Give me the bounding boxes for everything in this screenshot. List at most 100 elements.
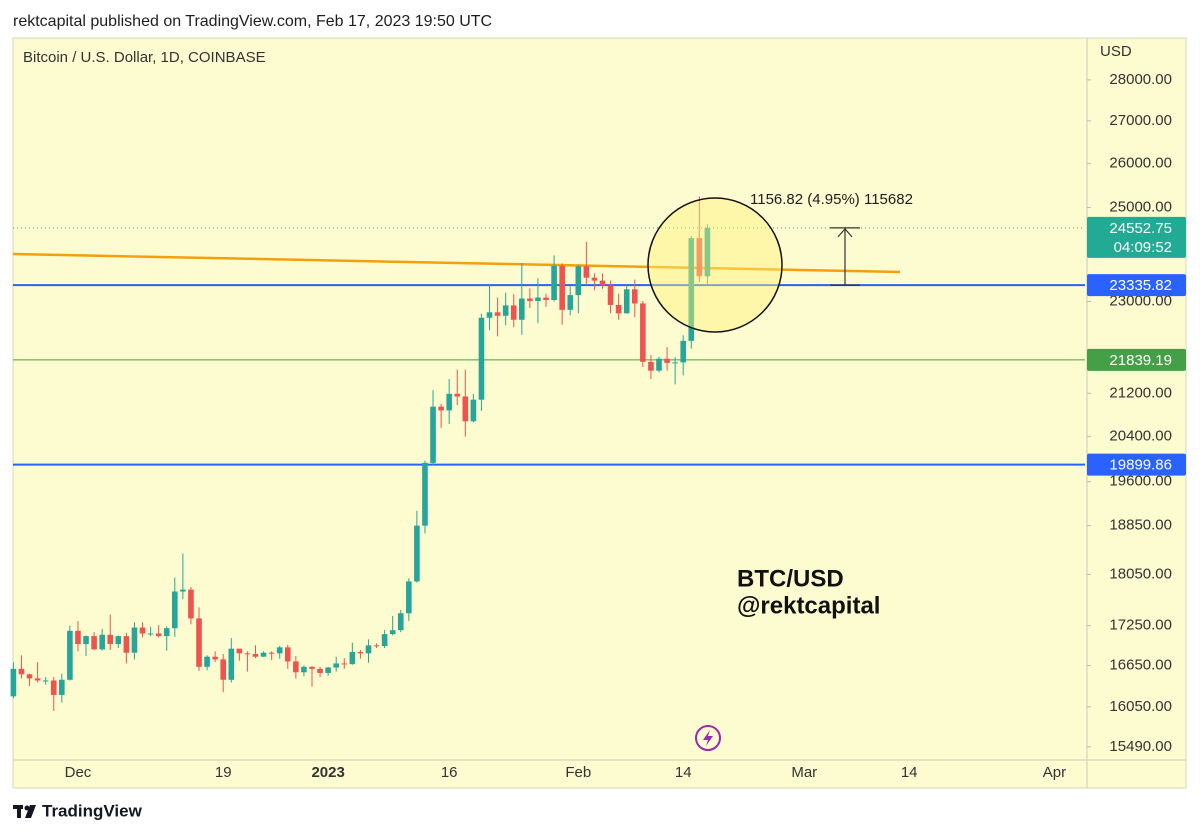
- candle-body: [680, 340, 687, 363]
- candle-body: [220, 659, 227, 680]
- x-tick-label: Feb: [565, 764, 591, 781]
- y-tick-label: 16050.00: [1109, 698, 1172, 715]
- candle-body: [123, 636, 130, 653]
- candle-body: [341, 663, 348, 665]
- countdown: 04:09:52: [1114, 239, 1172, 256]
- candle-body: [115, 636, 122, 645]
- x-tick-label: Mar: [791, 764, 817, 781]
- last-price-label: 24552.75: [1109, 220, 1172, 237]
- candle-body: [34, 678, 41, 681]
- y-tick-label: 21200.00: [1109, 384, 1172, 401]
- candle-body: [50, 680, 57, 695]
- candle-body: [228, 648, 235, 680]
- logo-part: [25, 805, 36, 818]
- candle-body: [373, 645, 380, 647]
- candle-body: [543, 297, 549, 301]
- candle-body: [672, 362, 678, 364]
- candle-body: [188, 589, 194, 619]
- chart-frame: [12, 37, 1187, 789]
- candle-body: [607, 285, 614, 305]
- candle-body: [422, 462, 428, 526]
- candle-body: [688, 238, 695, 341]
- candle-body: [204, 656, 210, 667]
- candle-body: [470, 399, 477, 422]
- y-tick-label: 18050.00: [1109, 565, 1172, 582]
- candle-body: [10, 668, 17, 697]
- candle-body: [365, 645, 372, 654]
- y-tick-label: 18850.00: [1109, 517, 1172, 534]
- candle-body: [172, 591, 178, 629]
- candle-body: [244, 653, 251, 655]
- candle-body: [252, 654, 259, 657]
- x-tick-label: 2023: [311, 764, 344, 781]
- x-tick-label: 14: [901, 764, 918, 781]
- logo-part: [17, 805, 21, 818]
- x-tick-label: 19: [215, 764, 232, 781]
- x-tick-label: 16: [441, 764, 458, 781]
- candle-body: [196, 618, 202, 667]
- candle-body: [623, 289, 630, 314]
- icon-bolt: [703, 730, 713, 746]
- candle-body: [575, 266, 582, 296]
- y-tick-label: 25000.00: [1109, 199, 1172, 216]
- candle-body: [486, 312, 493, 318]
- candle-body: [180, 589, 186, 592]
- candle-body: [454, 393, 461, 397]
- price-badge: [1087, 453, 1186, 476]
- x-tick-label: Dec: [65, 764, 92, 781]
- candle-body: [163, 628, 170, 637]
- candle-body: [18, 668, 25, 675]
- candle-body: [301, 666, 307, 673]
- y-axis-label: USD: [1100, 43, 1132, 60]
- candle-body: [276, 647, 283, 654]
- last-price-badge: [1087, 216, 1186, 258]
- candle-body: [527, 298, 533, 301]
- candle-body: [26, 674, 33, 679]
- candle-body: [75, 630, 81, 645]
- publisher-line: rektcapital published on TradingView.com…: [13, 13, 492, 30]
- candle-body: [349, 652, 356, 665]
- candles: [10, 196, 711, 712]
- candle-body: [107, 634, 114, 645]
- measure-arrow: [837, 227, 853, 238]
- y-tick-label: 26000.00: [1109, 154, 1172, 171]
- candle-body: [284, 647, 291, 662]
- candle-body: [704, 227, 711, 277]
- y-tick-label: 23000.00: [1109, 292, 1172, 309]
- candle-body: [640, 303, 646, 362]
- candle-body: [139, 627, 146, 634]
- y-tick-label: 17250.00: [1109, 617, 1172, 634]
- candle-body: [551, 265, 557, 301]
- candle-body: [494, 312, 501, 316]
- candle-body: [333, 663, 339, 668]
- y-tick-label: 28000.00: [1109, 71, 1172, 88]
- candle-body: [583, 266, 590, 278]
- price-badge: [1087, 348, 1186, 371]
- candle-body: [381, 634, 388, 647]
- watermark: BTC/USD: [737, 565, 844, 592]
- candle-body: [648, 361, 654, 371]
- x-tick-label: 14: [675, 764, 692, 781]
- candle-body: [397, 613, 404, 631]
- candle-body: [155, 633, 162, 637]
- candle-body: [615, 304, 622, 314]
- y-tick-label: 20400.00: [1109, 428, 1172, 445]
- candle-body: [535, 297, 541, 301]
- candle-body: [591, 277, 598, 281]
- candle-body: [656, 358, 662, 371]
- candle-body: [212, 656, 218, 660]
- price-badge: [1087, 274, 1186, 297]
- candle-body: [59, 679, 65, 695]
- candle-body: [293, 661, 299, 673]
- trendline: [12, 252, 901, 274]
- candle-body: [67, 630, 73, 680]
- x-tick-label: Apr: [1043, 764, 1066, 781]
- candle-body: [567, 295, 574, 310]
- candle-body: [99, 634, 105, 650]
- brand-name: TradingView: [42, 801, 143, 820]
- price-badge-label: 21839.19: [1109, 352, 1172, 369]
- tradingview-logo: [13, 805, 36, 818]
- y-tick-label: 15490.00: [1109, 738, 1172, 755]
- y-tick-label: 19600.00: [1109, 473, 1172, 490]
